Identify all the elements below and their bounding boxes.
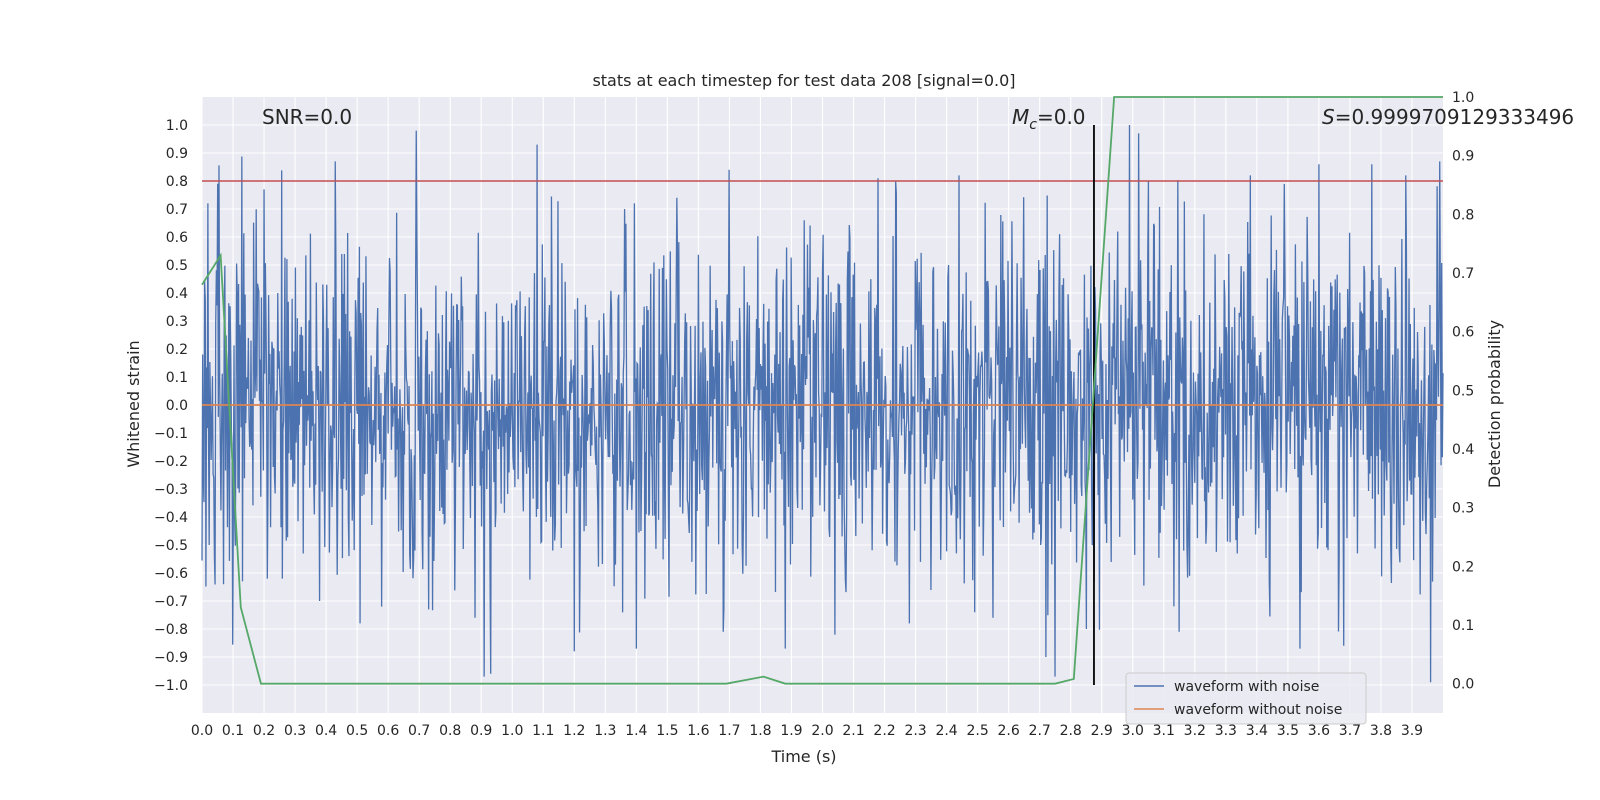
y-tick-label: 0.7 — [166, 202, 188, 218]
y-tick-label: 0.8 — [166, 174, 188, 190]
x-tick-label: 0.6 — [377, 723, 399, 739]
x-axis-label: Time (s) — [770, 747, 836, 766]
s-symbol: S — [1322, 105, 1335, 129]
y2-axis-label: Detection probability — [1485, 320, 1504, 488]
y2-tick-label: 0.8 — [1452, 207, 1474, 223]
mc-subscript: c — [1029, 117, 1037, 133]
legend-box — [1125, 672, 1367, 725]
x-tick-label: 3.9 — [1401, 723, 1423, 739]
y-tick-label: −0.7 — [154, 594, 188, 610]
x-tick-label: 0.0 — [191, 723, 213, 739]
x-tick-label: 3.8 — [1370, 723, 1392, 739]
series-waveform-with-noise — [201, 124, 1444, 683]
x-tick-label: 0.9 — [470, 723, 492, 739]
x-tick-label: 1.4 — [625, 723, 647, 739]
y2-tick-label: 0.4 — [1452, 442, 1474, 458]
x-tick-label: 3.0 — [1122, 723, 1144, 739]
x-tick-label: 1.7 — [718, 723, 740, 739]
x-tick-label: 2.0 — [811, 723, 833, 739]
legend-label-with-noise: waveform with noise — [1174, 679, 1319, 695]
x-tick-label: 1.8 — [749, 723, 771, 739]
x-tick-label: 0.2 — [253, 723, 275, 739]
y-tick-label: 0.2 — [166, 342, 188, 358]
noise-line — [201, 124, 1444, 683]
x-tick-label: 3.4 — [1246, 723, 1268, 739]
y2-tick-label: 0.1 — [1452, 618, 1474, 634]
y-tick-label: −0.8 — [154, 622, 188, 638]
y2-tick-label: 0.5 — [1452, 383, 1474, 399]
y2-tick-label: 0.7 — [1452, 266, 1474, 282]
y-tick-label: −0.4 — [154, 510, 188, 526]
x-tick-label: 1.9 — [780, 723, 802, 739]
x-tick-label: 2.4 — [935, 723, 957, 739]
x-tick-label: 1.1 — [532, 723, 554, 739]
x-tick-label: 3.2 — [1184, 723, 1206, 739]
x-tick-label: 1.2 — [563, 723, 585, 739]
x-tick-label: 0.8 — [439, 723, 461, 739]
y2-tick-label: 0.6 — [1452, 325, 1474, 341]
y-tick-label: 0.0 — [166, 398, 188, 414]
x-tick-label: 1.0 — [501, 723, 523, 739]
x-tick-label: 2.8 — [1060, 723, 1082, 739]
y-tick-label: −0.6 — [154, 566, 188, 582]
x-axis-ticks: 0.0 0.1 0.2 0.3 0.4 0.5 0.6 0.7 0.8 0.9 1.0 1.1 1.2 1… — [191, 723, 1423, 739]
x-tick-label: 1.5 — [656, 723, 678, 739]
y-tick-label: 0.9 — [166, 146, 188, 162]
x-tick-label: 1.6 — [687, 723, 709, 739]
mc-value: =0.0 — [1037, 105, 1086, 129]
x-tick-label: 1.3 — [594, 723, 616, 739]
x-tick-label: 2.1 — [842, 723, 864, 739]
y-tick-label: −0.2 — [154, 454, 188, 470]
s-value: =0.9999709129333496 — [1335, 105, 1574, 129]
x-tick-label: 2.7 — [1029, 723, 1051, 739]
series-detection-probability — [201, 96, 1443, 685]
y2-tick-label: 0.9 — [1452, 149, 1474, 165]
y2-tick-label: 1.0 — [1452, 90, 1474, 106]
x-tick-label: 2.2 — [873, 723, 895, 739]
y-tick-label: 0.1 — [166, 370, 188, 386]
x-tick-label: 0.3 — [284, 723, 306, 739]
series-layer — [201, 96, 1443, 685]
y-tick-label: 0.4 — [166, 286, 188, 302]
legend: waveform with noise waveform without noi… — [1125, 672, 1367, 725]
x-tick-label: 2.6 — [998, 723, 1020, 739]
x-tick-label: 0.7 — [408, 723, 430, 739]
y-tick-label: −0.5 — [154, 538, 188, 554]
x-tick-label: 3.7 — [1339, 723, 1361, 739]
y-tick-label: 0.3 — [166, 314, 188, 330]
y-tick-label: 1.0 — [166, 118, 188, 134]
y-tick-label: −0.3 — [154, 482, 188, 498]
x-tick-label: 0.1 — [222, 723, 244, 739]
x-tick-label: 3.6 — [1308, 723, 1330, 739]
snr-annotation: SNR=0.0 — [262, 105, 352, 129]
mc-symbol: M — [1012, 105, 1029, 129]
y2-tick-label: 0.0 — [1452, 677, 1474, 693]
x-tick-label: 3.3 — [1215, 723, 1237, 739]
y2-axis-ticks: 1.0 0.9 0.8 0.7 0.6 0.5 0.4 0.3 0.2 0.1 0.0 — [1452, 90, 1474, 693]
y-axis-label: Whitened strain — [124, 340, 143, 467]
y2-tick-label: 0.3 — [1452, 501, 1474, 517]
x-tick-label: 0.5 — [346, 723, 368, 739]
y-tick-label: 0.6 — [166, 230, 188, 246]
chart-title: stats at each timestep for test data 208… — [592, 71, 1015, 90]
x-tick-label: 2.3 — [904, 723, 926, 739]
x-tick-label: 3.5 — [1277, 723, 1299, 739]
y-tick-label: 0.5 — [166, 258, 188, 274]
x-tick-label: 2.5 — [966, 723, 988, 739]
y-axis-ticks: 1.0 0.9 0.8 0.7 0.6 0.5 0.4 0.3 0.2 0.1 0.0 −0.1 −0.… — [154, 118, 188, 694]
legend-label-without-noise: waveform without noise — [1174, 702, 1342, 718]
mc-annotation: Mc=0.0 — [1012, 105, 1086, 133]
y-tick-label: −1.0 — [154, 678, 188, 694]
y-tick-label: −0.9 — [154, 650, 188, 666]
x-tick-label: 2.9 — [1091, 723, 1113, 739]
y-tick-label: −0.1 — [154, 426, 188, 442]
s-annotation: S=0.9999709129333496 — [1322, 105, 1574, 129]
x-tick-label: 0.4 — [315, 723, 337, 739]
y2-tick-label: 0.2 — [1452, 559, 1474, 575]
x-tick-label: 3.1 — [1153, 723, 1175, 739]
